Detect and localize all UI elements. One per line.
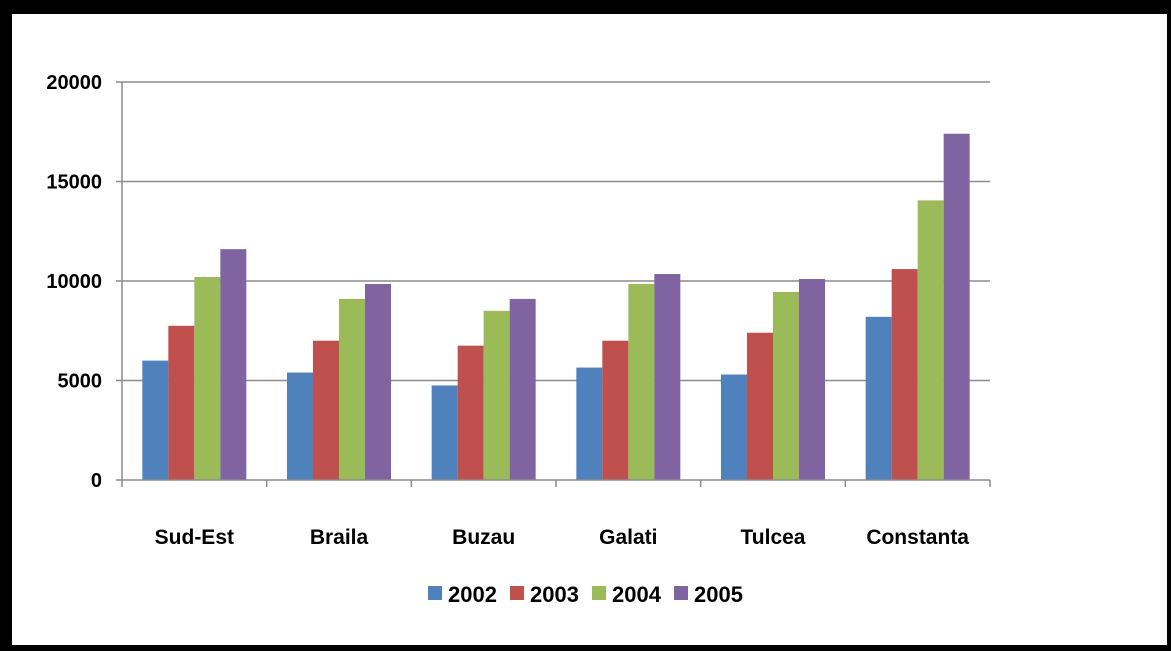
legend-swatch (510, 586, 524, 600)
category-label: Constanta (866, 526, 969, 549)
legend-item-2005: 2005 (674, 582, 743, 607)
legend-label: 2003 (530, 582, 579, 607)
y-tick-label: 20000 (46, 72, 102, 94)
legend-label: 2002 (448, 582, 497, 607)
legend-item-2004: 2004 (592, 582, 662, 607)
bar-2004-constanta (917, 200, 944, 480)
bar-2002-tulcea (721, 374, 747, 480)
axes (116, 81, 991, 487)
legend: 2002 2003 2004 2005 (428, 582, 743, 607)
bar-2003-constanta (891, 269, 918, 480)
y-tick-label: 10000 (46, 271, 102, 293)
bar-2003-buzau (457, 345, 484, 480)
bar-2005-tulcea (799, 279, 825, 480)
bar-2002-buzau (431, 385, 458, 480)
bar-2005-buzau (509, 298, 536, 480)
bar-2005-galati (654, 274, 681, 480)
legend-swatch (592, 586, 606, 600)
bar-2005-braila (365, 283, 391, 480)
legend-item-2003: 2003 (510, 582, 579, 607)
bar-2004-buzau (483, 310, 510, 480)
y-tick-label: 5000 (58, 371, 103, 393)
legend-item-2002: 2002 (428, 582, 497, 607)
bar-2002-constanta (865, 316, 892, 480)
legend-swatch (428, 586, 442, 600)
bar-2002-galati (576, 367, 603, 480)
bar-2004-sud-est (194, 277, 221, 480)
legend-label: 2005 (694, 582, 743, 607)
category-label: Tulcea (741, 526, 806, 549)
y-tick-labels: 0 5000 10000 15000 20000 (46, 72, 102, 492)
bar-2003-galati (602, 340, 629, 480)
category-label: Braila (310, 526, 369, 549)
bar-2002-sud-est (142, 360, 169, 480)
bar-2005-constanta (943, 133, 970, 481)
bar-2003-sud-est (168, 325, 195, 480)
bar-2003-braila (313, 340, 339, 480)
legend-label: 2004 (612, 582, 662, 607)
category-label: Sud-Est (155, 526, 234, 549)
category-label: Buzau (452, 526, 515, 549)
bar-2003-tulcea (747, 332, 773, 480)
bar-2002-braila (287, 372, 313, 480)
gridlines (122, 81, 990, 382)
category-label: Galati (599, 526, 657, 549)
bar-2004-tulcea (773, 291, 799, 480)
bar-2004-braila (339, 298, 365, 480)
bar-2004-galati (628, 283, 655, 480)
bars (142, 133, 970, 481)
legend-swatch (674, 586, 688, 600)
bar-2005-sud-est (220, 249, 247, 480)
y-tick-label: 0 (91, 470, 102, 492)
y-tick-label: 15000 (46, 172, 102, 194)
category-labels: Sud-Est Braila Buzau Galati Tulcea Constanta (155, 526, 970, 549)
